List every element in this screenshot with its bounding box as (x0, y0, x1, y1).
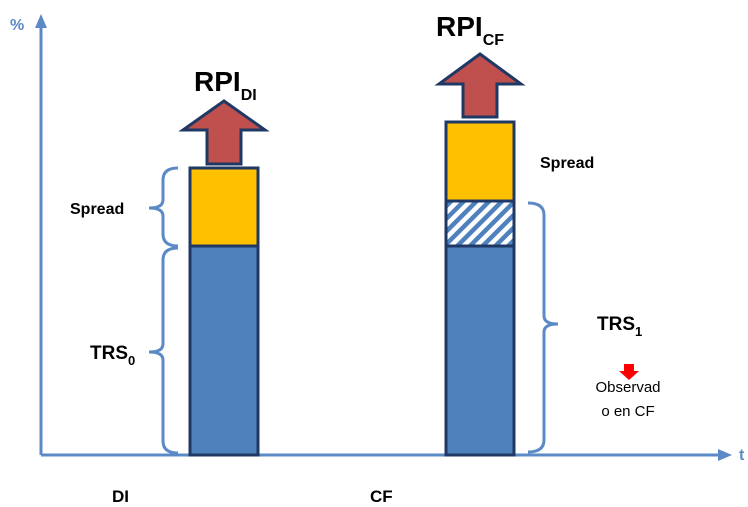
y-axis-arrowhead (35, 14, 47, 28)
brackets (148, 166, 559, 455)
spread-label-cf: Spread (540, 155, 594, 172)
trs-bracket-di (148, 246, 179, 455)
spread-label-di: Spread (70, 201, 124, 218)
bar-di (178, 99, 270, 457)
trs-label-cf: TRS1 (597, 314, 642, 339)
spread-block-cf (444, 120, 516, 203)
category-label-cf: CF (370, 487, 393, 506)
rpi-arrow-di-icon (178, 99, 270, 166)
category-label-di: DI (112, 487, 129, 506)
trs-block-cf (444, 244, 516, 457)
rpi-label-di: RPIDI (194, 66, 257, 104)
spread-bracket-di (148, 166, 179, 248)
trs-label-di: TRS0 (90, 343, 135, 368)
y-axis-label: % (10, 17, 24, 34)
observed-block-cf (444, 199, 516, 248)
x-axis-arrowhead (718, 449, 732, 461)
observed-note-line2: o en CF (601, 403, 654, 420)
trs-bracket-cf (527, 201, 559, 454)
x-axis-end-label: t (739, 447, 745, 464)
observed-marker-icon (619, 364, 639, 380)
observed-note-line1: Observad (595, 379, 660, 396)
axes: % t (10, 14, 745, 464)
rpi-arrow-cf-icon (434, 52, 526, 119)
spread-block-di (188, 166, 260, 248)
trs-block-di (188, 244, 260, 457)
bar-cf (434, 52, 526, 457)
rpi-label-cf: RPICF (436, 11, 504, 49)
